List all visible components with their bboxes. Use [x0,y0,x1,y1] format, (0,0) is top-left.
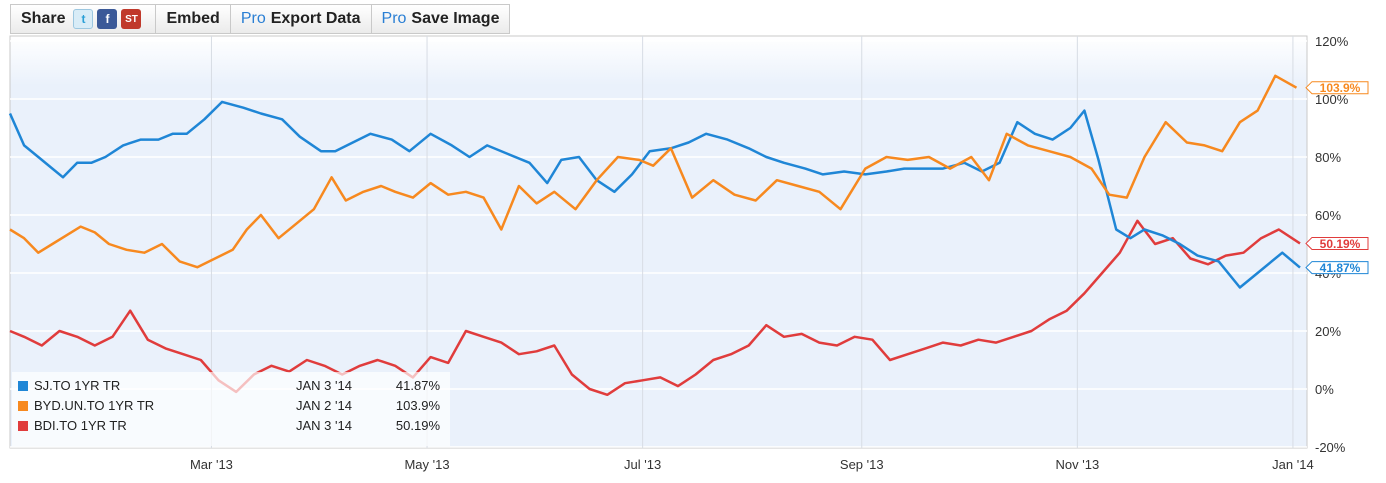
save-image-label: Save Image [411,10,500,27]
legend-series-name: BYD.UN.TO 1YR TR [34,398,154,413]
y-tick-label: 0% [1315,382,1334,397]
twitter-icon[interactable]: t [73,9,94,29]
y-tick-label: 80% [1315,150,1341,165]
export-data-button[interactable]: Pro Export Data [229,4,371,34]
chart-toolbar: Share t f ST Embed Pro Export Data Pro S… [10,4,511,34]
x-tick-label: Sep '13 [840,457,884,472]
legend-swatch [18,401,28,411]
end-label-box [1305,261,1369,275]
series-line-1 [9,74,1298,269]
y-tick-label: 120% [1315,34,1349,49]
facebook-icon[interactable]: f [97,9,118,29]
pro-badge: Pro [240,10,266,27]
legend-swatch [18,421,28,431]
end-value-label: 103.9% [1320,81,1361,95]
end-label-box [1305,236,1369,250]
legend-series-name: SJ.TO 1YR TR [34,378,120,393]
end-value-label: 50.19% [1320,237,1361,251]
series-line-0 [8,100,1301,289]
legend-value: 50.19% [396,418,441,433]
save-image-button[interactable]: Pro Save Image [370,4,511,34]
end-value-labels: 41.87% 103.9% 50.19% [1305,81,1369,275]
x-tick-label: Jul '13 [624,457,661,472]
legend: SJ.TO 1YR TR JAN 3 '14 41.87% BYD.UN.TO 1YR… [12,372,450,446]
embed-button[interactable]: Embed [155,4,230,34]
share-label: Share [21,10,66,27]
x-tick-label: Nov '13 [1056,457,1100,472]
export-data-label: Export Data [270,10,361,27]
end-value-label: 41.87% [1320,261,1361,275]
share-group: Share t f ST [10,4,156,34]
x-tick-label: May '13 [404,457,449,472]
legend-value: 41.87% [396,378,441,393]
legend-value: 103.9% [396,398,441,413]
legend-date: JAN 3 '14 [296,418,352,433]
y-tick-label: 60% [1315,208,1341,223]
legend-date: JAN 3 '14 [296,378,352,393]
y-tick-label: 100% [1315,92,1349,107]
embed-label: Embed [166,10,220,27]
y-axis: 120%100%80%60%40%20%0%-20% [1315,34,1349,455]
x-tick-label: Jan '14 [1272,457,1314,472]
legend-row[interactable]: SJ.TO 1YR TR JAN 3 '14 41.87% [18,378,440,393]
stocktwits-icon[interactable]: ST [121,9,142,29]
x-tick-label: Mar '13 [190,457,233,472]
end-label-box [1305,81,1369,95]
y-tick-label: -20% [1315,440,1346,455]
x-axis: Mar '13 May '13 Jul '13 Sep '13 Nov '13 Jan '… [190,457,1314,472]
legend-row[interactable]: BDI.TO 1YR TR JAN 3 '14 50.19% [18,418,440,433]
y-tick-label: 20% [1315,324,1341,339]
legend-swatch [18,381,28,391]
legend-series-name: BDI.TO 1YR TR [34,418,127,433]
legend-row[interactable]: BYD.UN.TO 1YR TR JAN 2 '14 103.9% [18,398,440,413]
legend-box [12,372,450,446]
pro-badge: Pro [381,10,407,27]
legend-date: JAN 2 '14 [296,398,352,413]
